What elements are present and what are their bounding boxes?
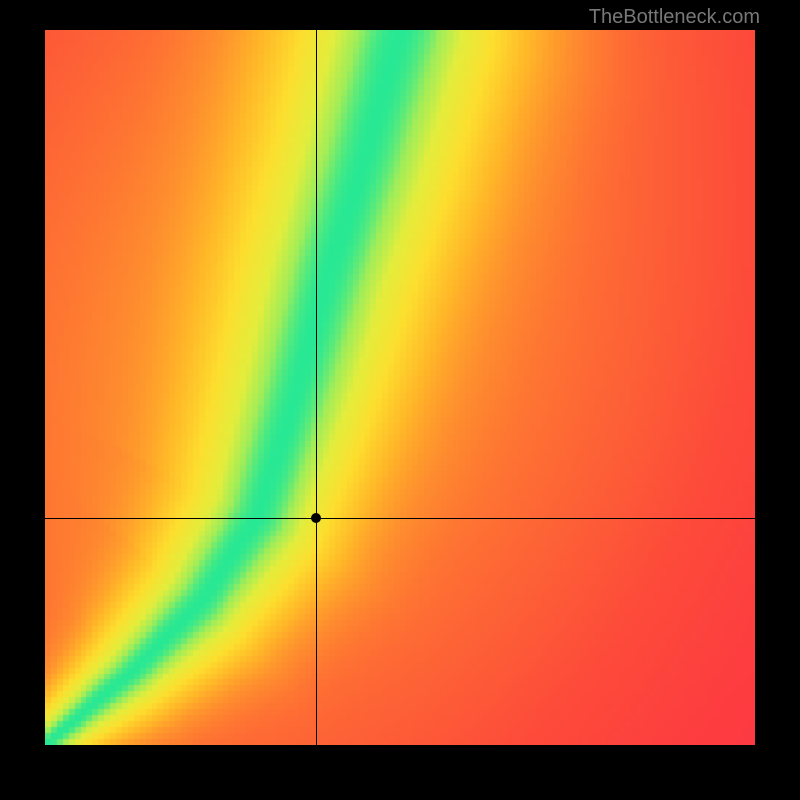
watermark-text: TheBottleneck.com (589, 6, 760, 29)
crosshair-vertical (316, 30, 317, 745)
bottleneck-heatmap (45, 30, 755, 745)
crosshair-horizontal (45, 518, 755, 519)
crosshair-point (311, 513, 321, 523)
heatmap-canvas (45, 30, 755, 745)
